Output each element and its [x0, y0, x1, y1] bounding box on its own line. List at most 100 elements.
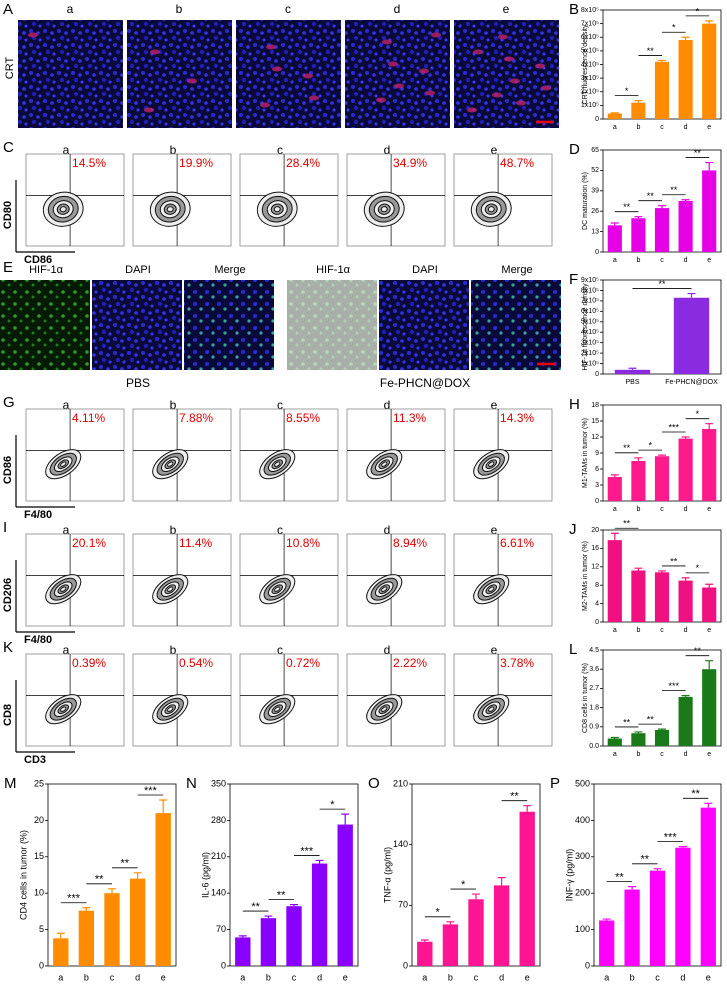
group-label: a	[67, 2, 74, 16]
group-label: d	[384, 398, 391, 412]
group-label: d	[384, 523, 391, 537]
crt-signal	[510, 78, 520, 84]
error-bar	[705, 660, 714, 670]
x-tick-label: d	[135, 972, 140, 982]
panel-letter: N	[186, 775, 197, 792]
bar	[678, 696, 693, 746]
density-contour	[167, 586, 174, 592]
error-bar	[681, 436, 690, 439]
y-tick-label: 140	[393, 839, 408, 849]
y-tick-label: 210	[211, 851, 226, 861]
y-tick-label: 3x10⁵	[581, 340, 599, 347]
y-tick-label: 4x10⁵	[581, 61, 599, 68]
density-contour	[381, 461, 388, 467]
density-contour	[60, 586, 67, 592]
bar	[155, 813, 171, 966]
crt-signal	[541, 85, 551, 91]
panel-letter: B	[569, 1, 579, 18]
significance-label: **	[647, 46, 655, 56]
error-bar	[82, 907, 91, 911]
group-label: c	[277, 523, 283, 537]
y-tick-label: 2x10⁵	[581, 89, 599, 96]
y-tick-label: 5x10⁵	[581, 319, 599, 326]
x-tick-label: a	[604, 972, 609, 982]
bar	[654, 572, 670, 622]
density-contour	[167, 461, 174, 467]
x-tick-label: e	[161, 972, 166, 982]
bar	[260, 918, 277, 966]
density-contour	[274, 461, 281, 467]
x-tick-label: c	[292, 972, 297, 982]
y-axis-label: CD4 cells in tumor (%)	[18, 830, 28, 920]
bar	[702, 587, 717, 622]
y-axis-label: CRT fluorescence density	[582, 24, 589, 104]
crt-signal	[382, 39, 392, 45]
bar	[678, 438, 693, 501]
x-tick-label: a	[422, 972, 427, 982]
error-bar	[705, 423, 714, 429]
panel-letter: E	[3, 259, 13, 276]
y-tick-label: 280	[211, 815, 226, 825]
panel-letter: H	[569, 396, 580, 413]
flow-x-label: CD3	[24, 754, 46, 766]
x-tick-label: b	[84, 972, 89, 982]
y-tick-label: 16	[591, 545, 599, 552]
error-bar	[133, 872, 142, 879]
set-label: Fe-PHCN@DOX	[380, 376, 470, 390]
channel-label: Merge	[501, 264, 532, 276]
x-tick-label: e	[706, 972, 711, 982]
panel-letter: G	[3, 394, 15, 411]
y-tick-label: 8	[595, 582, 599, 589]
bar	[700, 807, 716, 966]
error-bar	[108, 888, 116, 894]
y-tick-label: 1x10⁵	[581, 360, 599, 367]
error-bar	[658, 728, 666, 730]
crt-signal	[260, 102, 270, 108]
significance-label: **	[615, 872, 624, 884]
error-bar	[705, 161, 714, 171]
crt-signal	[394, 83, 404, 89]
y-tick-label: 200	[575, 888, 590, 898]
error-bar	[315, 859, 324, 864]
error-bar	[610, 532, 619, 541]
error-bar	[264, 915, 273, 919]
significance-label: ***	[669, 681, 680, 691]
x-tick-label: e	[707, 506, 711, 513]
x-tick-label: c	[655, 972, 660, 982]
significance-label: **	[510, 791, 519, 803]
significance-label: **	[121, 858, 130, 870]
quadrant-percent: 11.4%	[179, 536, 212, 550]
bar	[607, 113, 622, 119]
bar	[607, 225, 622, 252]
y-axis-label: M1-TAMs in tumor (%)	[582, 418, 589, 488]
channel-label: HIF-1α	[29, 264, 64, 276]
y-tick-label: 0	[595, 619, 599, 626]
x-tick-label: b	[636, 257, 640, 264]
group-label: c	[285, 2, 291, 16]
y-tick-label: 5	[39, 924, 44, 934]
crt-signal	[376, 97, 386, 103]
quadrant-percent: 8.55%	[286, 411, 320, 425]
bar	[614, 369, 651, 374]
micrograph	[287, 280, 377, 370]
y-tick-label: 5x10⁵	[581, 48, 599, 55]
crt-signal	[419, 68, 429, 74]
y-tick-label: 12	[591, 434, 599, 441]
x-tick-label: a	[240, 972, 245, 982]
y-tick-label: 1.8	[589, 704, 599, 711]
y-tick-label: 6x10⁵	[581, 34, 599, 41]
y-tick-label: 2.7	[589, 685, 599, 692]
micrograph	[345, 20, 450, 128]
crt-signal	[535, 63, 545, 69]
x-tick-label: c	[660, 506, 664, 513]
error-bar	[634, 216, 643, 219]
error-bar	[472, 893, 480, 900]
significance-label: **	[641, 854, 650, 866]
micrograph	[379, 280, 469, 370]
micrograph	[127, 20, 232, 128]
x-tick-label: c	[660, 124, 664, 131]
quadrant-percent: 0.39%	[72, 656, 106, 670]
flow-y-label: CD8	[2, 704, 14, 726]
y-tick-label: 0	[221, 960, 226, 970]
x-tick-label: b	[636, 751, 640, 758]
